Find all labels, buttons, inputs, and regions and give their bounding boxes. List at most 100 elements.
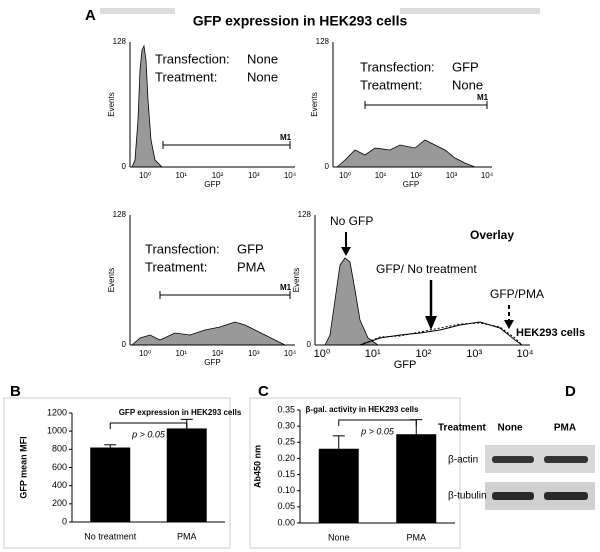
decor (100, 8, 175, 14)
overlay-title: Overlay (470, 228, 514, 242)
y-tick-label: 800 (52, 444, 67, 454)
y-tick-label: 0 (325, 162, 330, 171)
x-tick-label: 10¹ (375, 171, 387, 180)
chart-title: GFP expression in HEK293 cells (119, 408, 242, 417)
histogram (335, 139, 476, 168)
x-tick-label: 10³ (248, 349, 260, 358)
panel-title: GFP expression in HEK293 cells (193, 13, 408, 29)
bar (90, 447, 131, 522)
y-axis-label: Events (292, 268, 301, 292)
plot-value: None (247, 69, 278, 84)
x-tick-label: 10¹ (365, 348, 381, 360)
y-tick-label: 128 (113, 210, 127, 219)
bar (318, 448, 359, 523)
y-tick-label: 0.30 (277, 421, 295, 431)
x-tick-label: 10⁴ (284, 171, 297, 180)
y-tick-label: 0.15 (277, 469, 295, 479)
panel-frame (249, 397, 461, 549)
x-tick-label: 10³ (466, 348, 482, 360)
significance-bracket (338, 419, 417, 426)
annotation: p > 0.05 (131, 429, 166, 439)
blot-band (492, 456, 534, 463)
y-axis-label: Ab450 nm (252, 445, 262, 488)
y-tick-label: 1200 (47, 407, 67, 417)
blot-band (492, 492, 534, 500)
panel-letter: A (85, 7, 96, 24)
x-tick-label: No treatment (84, 531, 137, 541)
y-tick-label: 0.10 (277, 485, 295, 495)
overlay-label: No GFP (330, 214, 373, 228)
decor (400, 8, 540, 14)
x-tick-label: 10⁴ (481, 171, 494, 180)
x-tick-label: 10⁰ (314, 348, 331, 360)
y-tick-label: 0 (62, 516, 67, 526)
blot-header: None (498, 423, 523, 434)
plot-value: GFP (452, 59, 479, 74)
x-axis-label: GFP (394, 359, 417, 371)
blot-label: β-tubulin (448, 491, 487, 502)
blot-label: β-actin (448, 455, 478, 466)
x-tick-label: 10² (410, 171, 422, 180)
significance-bracket (109, 422, 188, 429)
y-tick-label: 128 (316, 37, 330, 46)
chart-title: β-gal. activity in HEK293 cells (306, 405, 419, 414)
y-tick-label: 128 (113, 37, 127, 46)
x-tick-label: 10¹ (175, 349, 187, 358)
annotation: p > 0.05 (360, 426, 395, 436)
x-tick-label: PMA (406, 532, 426, 542)
arrow-head (504, 320, 514, 329)
y-axis-label: Events (310, 92, 319, 116)
overlay-label: HEK293 cells (516, 327, 585, 339)
arrow-head (425, 316, 437, 330)
x-axis-label: GFP (204, 180, 220, 189)
histogram-outline (359, 322, 523, 346)
y-tick-label: 0 (307, 340, 312, 349)
x-tick-label: 10² (416, 348, 432, 360)
plot-label: Transfection: (145, 241, 220, 256)
blot-band (544, 456, 588, 463)
x-tick-label: None (328, 532, 350, 542)
x-tick-label: 10⁰ (139, 349, 151, 358)
gate-label: M1 (280, 133, 292, 142)
y-tick-label: 128 (298, 210, 312, 219)
x-tick-label: 10⁰ (139, 171, 151, 180)
bar (166, 428, 207, 522)
y-tick-label: 0.05 (277, 501, 295, 511)
y-axis-label: GFP mean MFI (18, 436, 28, 498)
plot-label: Treatment: (145, 259, 207, 274)
panel-frame (3, 397, 231, 549)
x-tick-label: 10⁴ (517, 348, 534, 360)
y-tick-label: 0.00 (277, 517, 295, 527)
y-tick-label: 400 (52, 480, 67, 490)
panel-letter: B (10, 383, 21, 400)
y-axis-label: Events (107, 92, 116, 116)
x-tick-label: 10² (212, 171, 224, 180)
plot-label: Treatment: (360, 77, 422, 92)
panel-letter: D (565, 383, 576, 400)
arrow-head (341, 247, 351, 256)
gate-label: M1 (477, 93, 489, 102)
blot-header: Treatment (438, 423, 486, 434)
histogram (131, 44, 163, 168)
y-axis-label: Events (107, 268, 116, 292)
blot-header: PMA (554, 423, 576, 434)
x-tick-label: 10⁰ (339, 171, 351, 180)
x-axis-label: GFP (204, 358, 220, 367)
bar (396, 434, 437, 523)
plot-value: None (247, 51, 278, 66)
plot-label: Transfection: (360, 59, 435, 74)
overlay-label: GFP/PMA (490, 287, 544, 301)
y-tick-label: 600 (52, 462, 67, 472)
y-tick-label: 0 (122, 162, 127, 171)
overlay-label: GFP/ No treatment (376, 262, 477, 276)
histogram-outline (359, 321, 523, 346)
histogram (130, 321, 286, 346)
x-tick-label: 10⁴ (284, 349, 297, 358)
y-tick-label: 0 (122, 340, 127, 349)
y-tick-label: 200 (52, 498, 67, 508)
x-tick-label: PMA (177, 531, 197, 541)
y-tick-label: 0.20 (277, 453, 295, 463)
gate-label: M1 (280, 283, 292, 292)
x-tick-label: 10² (212, 349, 224, 358)
